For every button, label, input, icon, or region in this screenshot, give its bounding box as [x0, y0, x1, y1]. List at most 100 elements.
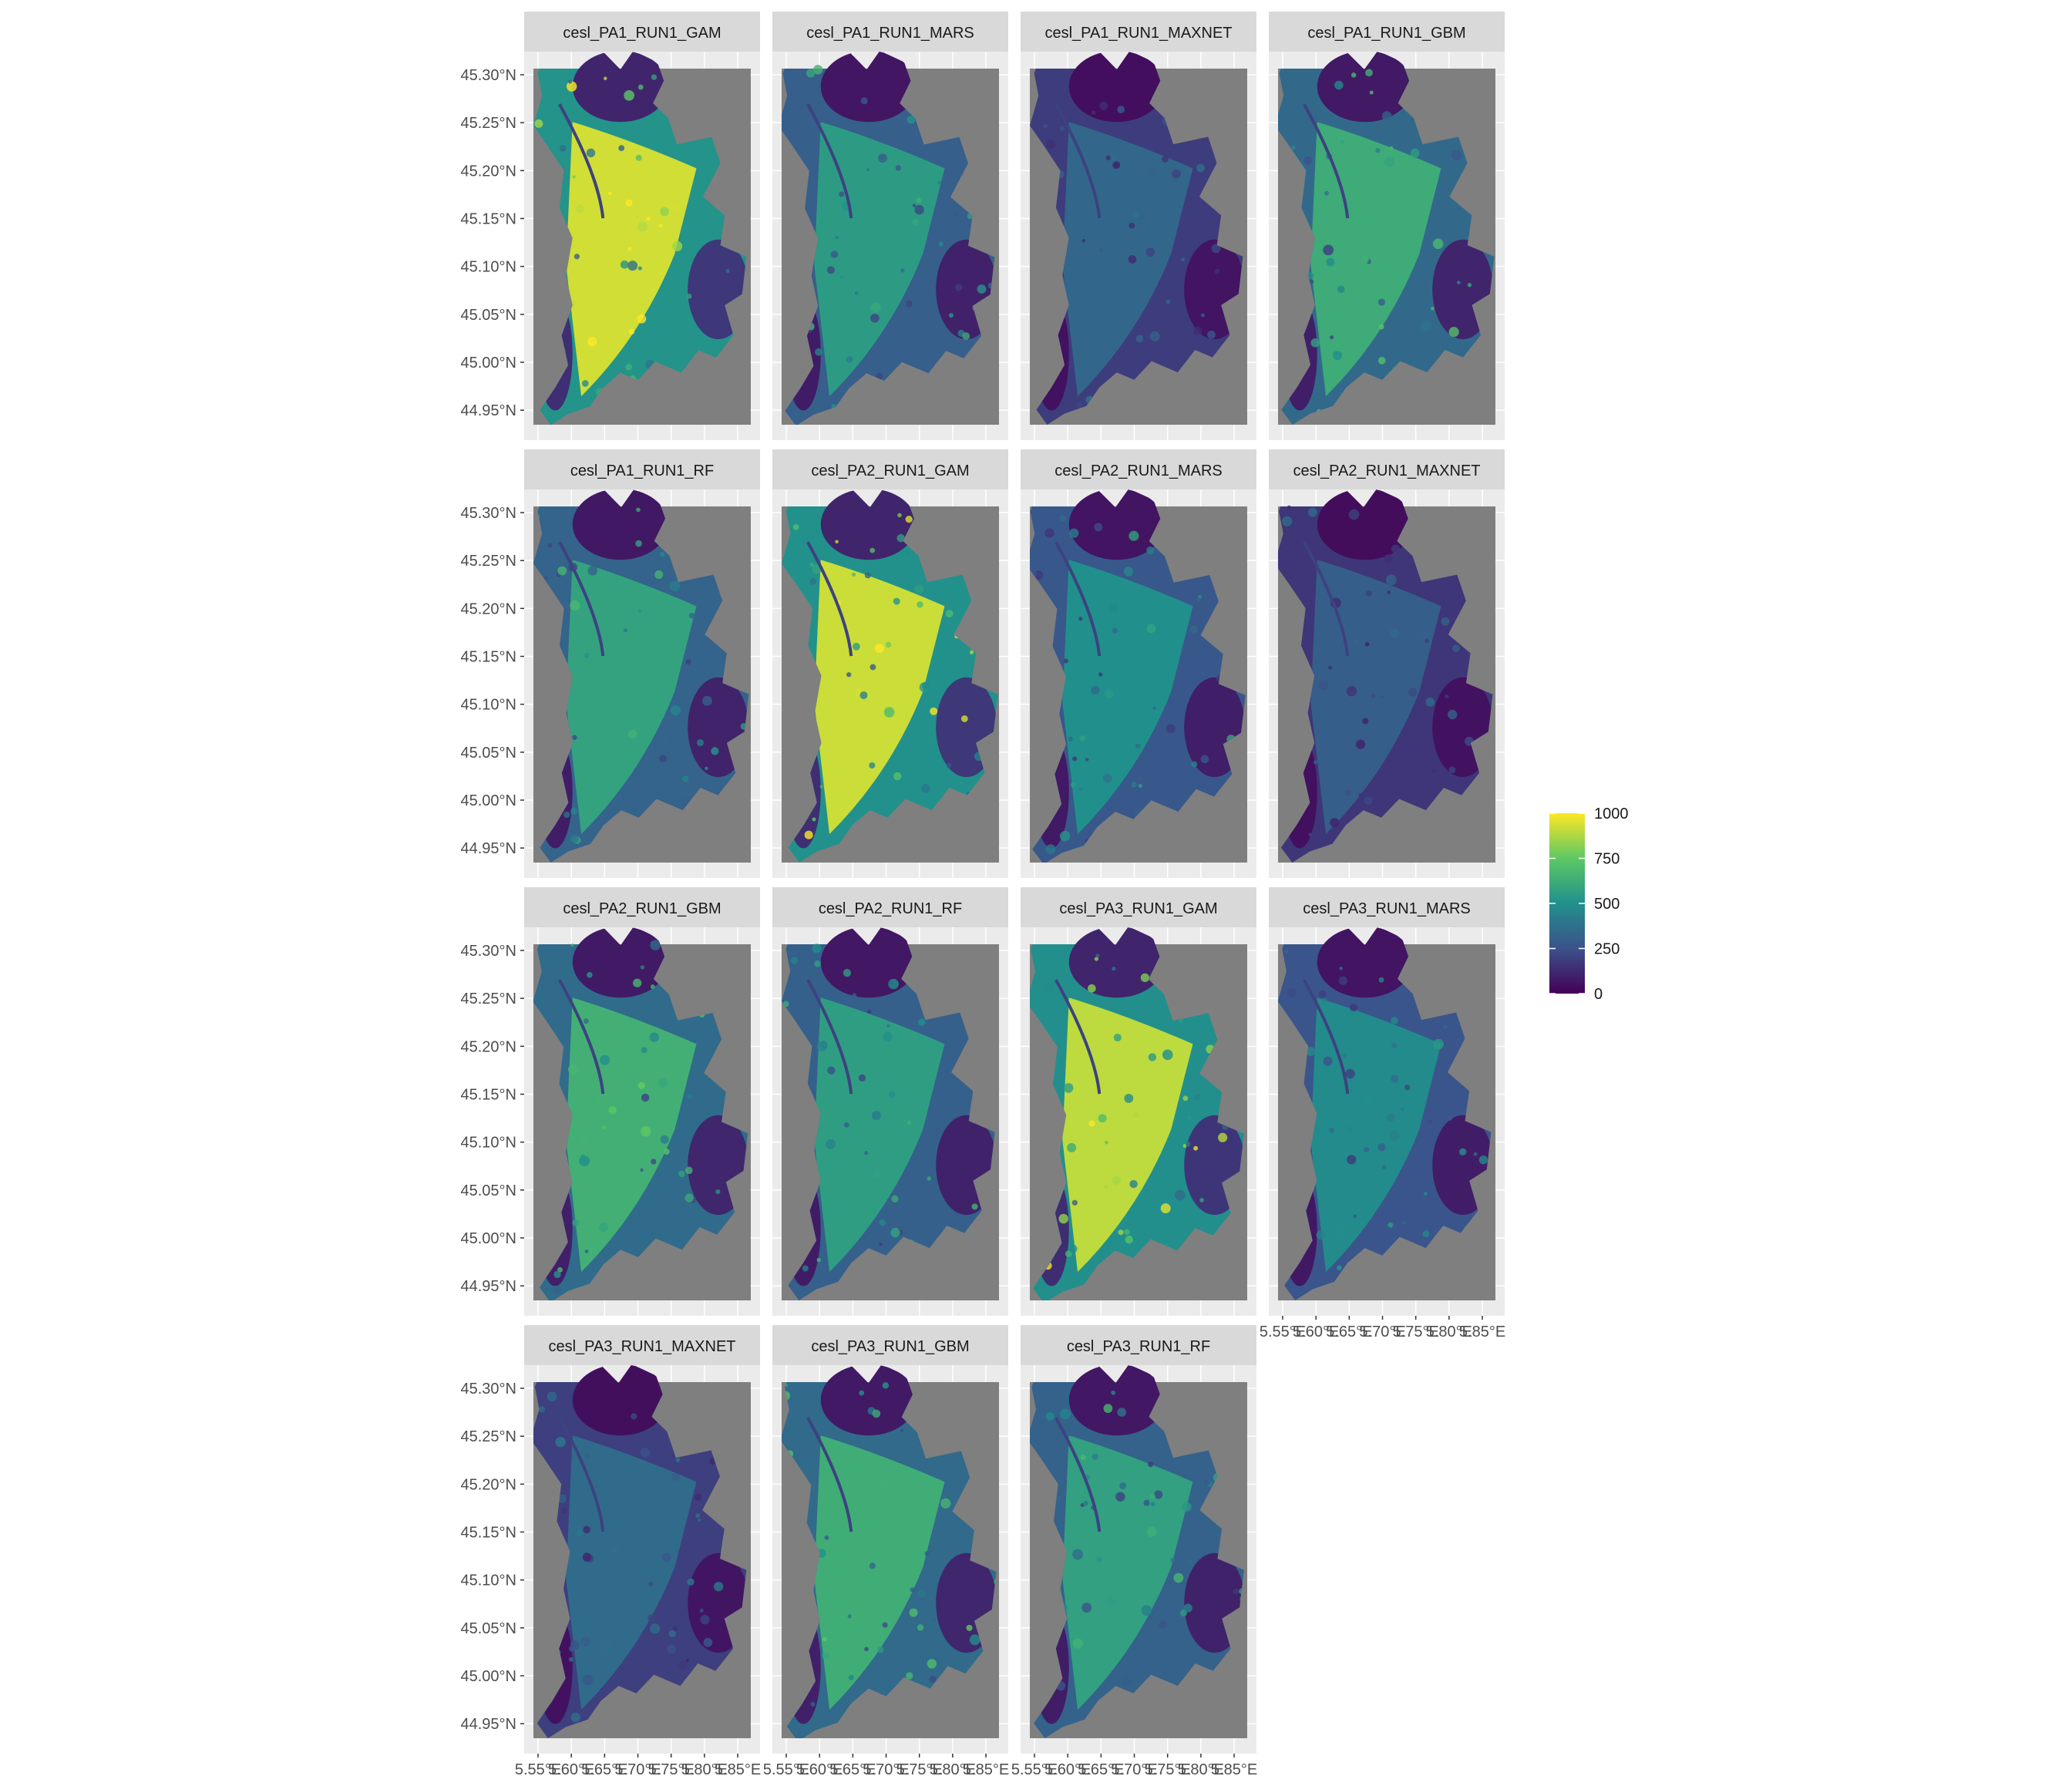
raster-cell: [608, 1106, 617, 1115]
raster-cell: [1070, 782, 1076, 788]
y-tick-label: 45.20°N: [461, 1038, 517, 1055]
raster-cell: [1063, 1083, 1074, 1093]
raster-cell: [969, 1634, 980, 1646]
raster-cell: [687, 1094, 693, 1100]
raster-cell: [1377, 356, 1386, 365]
raster-cell: [930, 707, 938, 715]
raster-cell: [702, 695, 712, 706]
raster-cell: [1166, 724, 1176, 734]
river-feature: [558, 541, 605, 657]
facet-strip: [1021, 449, 1256, 489]
raster-cell: [1182, 1095, 1189, 1102]
facet-strip: [772, 1325, 1008, 1365]
raster-cell: [1140, 973, 1150, 983]
raster-cell: [872, 1409, 881, 1418]
raster-cell: [1338, 976, 1347, 985]
raster-cell: [1381, 111, 1392, 122]
raster-cell: [1044, 528, 1054, 538]
raster-cell: [928, 779, 938, 790]
raster-cell: [858, 1074, 866, 1081]
raster-cell: [636, 507, 641, 513]
raster-low-north: [1068, 926, 1165, 998]
raster-cell: [1390, 1017, 1398, 1024]
facet-panel: cesl_PA1_RUN1_GAM 45.30°N 45.25°N 45.20°N 45…: [461, 12, 760, 440]
facet-panel: cesl_PA2_RUN1_MAXNET: [1269, 449, 1505, 878]
raster-cell: [1068, 1244, 1078, 1253]
colorbar-label: 0: [1594, 986, 1603, 1003]
raster-cell: [1459, 1148, 1467, 1155]
raster-cell: [570, 1640, 580, 1650]
raster-cell: [556, 583, 561, 587]
raster-cell: [1094, 957, 1098, 961]
y-tick-label: 45.05°N: [461, 745, 517, 762]
raster-cell: [1199, 1197, 1205, 1202]
raster-cell: [576, 204, 585, 214]
facet-title: cesl_PA1_RUN1_RF: [570, 462, 714, 479]
raster-cell: [886, 1024, 890, 1028]
raster-cell: [1391, 544, 1401, 553]
raster-cell: [1091, 685, 1100, 695]
raster-cell: [835, 540, 839, 544]
y-tick-label: 45.15°N: [461, 1524, 517, 1541]
raster-low-north: [572, 50, 668, 123]
raster-cell: [954, 284, 963, 291]
y-tick-label: 45.20°N: [461, 600, 517, 617]
raster-cell: [883, 1031, 893, 1041]
raster-cell: [1146, 624, 1156, 634]
raster-cell: [812, 65, 823, 75]
raster-cell: [961, 1031, 967, 1037]
facet-panel: cesl_PA1_RUN1_MARS: [772, 12, 1008, 440]
raster-cell: [1194, 1094, 1201, 1101]
raster-cell: [580, 1154, 585, 1159]
facet-panel: cesl_PA3_RUN1_MAXNET 45.30°N 45.25°N 45.20°…: [461, 1325, 761, 1776]
x-tick-label: 5.60°E: [1044, 1761, 1091, 1776]
raster-cell: [1186, 1559, 1193, 1566]
raster-cell: [1428, 1119, 1433, 1124]
raster-cell: [1389, 1130, 1401, 1142]
raster-cell: [1337, 285, 1345, 293]
raster-cell: [650, 183, 655, 189]
raster-cell: [937, 180, 941, 184]
raster-cell: [568, 1657, 574, 1662]
raster-cell: [1287, 505, 1291, 510]
raster-cell: [1196, 597, 1201, 602]
raster-cell: [1072, 756, 1078, 762]
raster-cell: [1410, 148, 1420, 158]
facet-title: cesl_PA3_RUN1_GAM: [1059, 900, 1217, 917]
raster-cell: [1105, 689, 1114, 698]
raster-cell: [921, 681, 930, 690]
raster-cell: [905, 1672, 913, 1680]
raster-cell: [919, 1189, 929, 1199]
raster-cell: [1347, 1155, 1357, 1165]
raster-cell: [977, 284, 987, 294]
raster-cell: [904, 550, 911, 557]
raster-cell: [1193, 1145, 1199, 1151]
raster-cell: [931, 1616, 937, 1622]
x-tick-label: 5.80°E: [1178, 1761, 1224, 1776]
x-tick-label: 5.70°E: [1359, 1324, 1405, 1340]
raster-cell: [1366, 590, 1373, 597]
raster-cell: [1308, 832, 1313, 837]
x-tick-label: 5.55°E: [1011, 1761, 1058, 1776]
raster-cell: [1132, 211, 1140, 218]
raster-cell: [889, 980, 893, 985]
river-feature: [806, 541, 853, 657]
raster-cell: [1059, 125, 1065, 131]
raster-cell: [927, 1176, 931, 1181]
facet-panel: cesl_PA1_RUN1_MAXNET: [1021, 12, 1256, 440]
raster-cell: [864, 572, 871, 579]
raster-cell: [1079, 735, 1086, 742]
raster-cell: [882, 1382, 890, 1389]
raster-cell: [535, 1441, 543, 1448]
raster-cell: [663, 739, 668, 744]
raster-cell: [1175, 1189, 1186, 1201]
raster-cell: [1354, 640, 1358, 644]
raster-cell: [660, 1135, 669, 1144]
raster-cell: [876, 262, 880, 266]
raster-cell: [1364, 1146, 1370, 1152]
raster-cell: [819, 1041, 828, 1049]
raster-cell: [1364, 641, 1370, 647]
x-tick-label: 5.75°E: [1145, 1761, 1191, 1776]
raster-cell: [678, 1170, 685, 1178]
raster-cell: [1078, 786, 1083, 792]
